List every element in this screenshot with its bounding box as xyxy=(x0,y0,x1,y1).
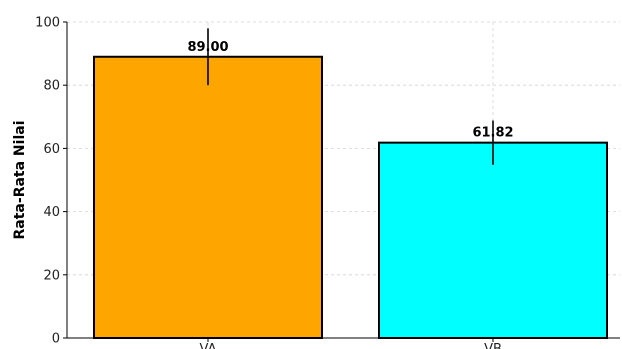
axes xyxy=(66,22,620,339)
bar-vb xyxy=(378,141,608,339)
y-tick-label: 100 xyxy=(35,16,60,31)
y-tick-label: 0 xyxy=(52,332,60,347)
y-tick-label: 20 xyxy=(43,268,60,283)
x-tick-label-vb: VB xyxy=(484,342,502,349)
data-label-va: 89.00 xyxy=(187,40,228,55)
error-bars xyxy=(207,28,494,165)
bars xyxy=(93,55,608,339)
y-tick-label: 80 xyxy=(43,79,60,94)
bar-va xyxy=(93,55,323,339)
y-tick-label: 60 xyxy=(43,142,60,157)
y-tick-label: 40 xyxy=(43,205,60,220)
y-axis-label: Rata-Rata Nilai xyxy=(12,121,28,240)
data-labels: 89.00 61.82 xyxy=(187,40,513,141)
y-ticks: 0 20 40 60 80 100 xyxy=(35,16,67,347)
x-tick-label-va: VA xyxy=(200,342,217,349)
data-label-vb: 61.82 xyxy=(472,126,513,141)
x-ticks: VA VB xyxy=(200,338,502,349)
